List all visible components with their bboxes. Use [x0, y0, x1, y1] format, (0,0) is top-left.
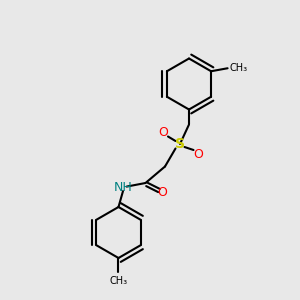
Text: NH: NH: [114, 181, 132, 194]
Text: CH₃: CH₃: [110, 276, 128, 286]
Text: O: O: [193, 148, 203, 161]
Text: O: O: [157, 185, 167, 199]
Text: O: O: [159, 125, 168, 139]
Text: S: S: [175, 137, 185, 151]
Text: CH₃: CH₃: [229, 63, 247, 73]
